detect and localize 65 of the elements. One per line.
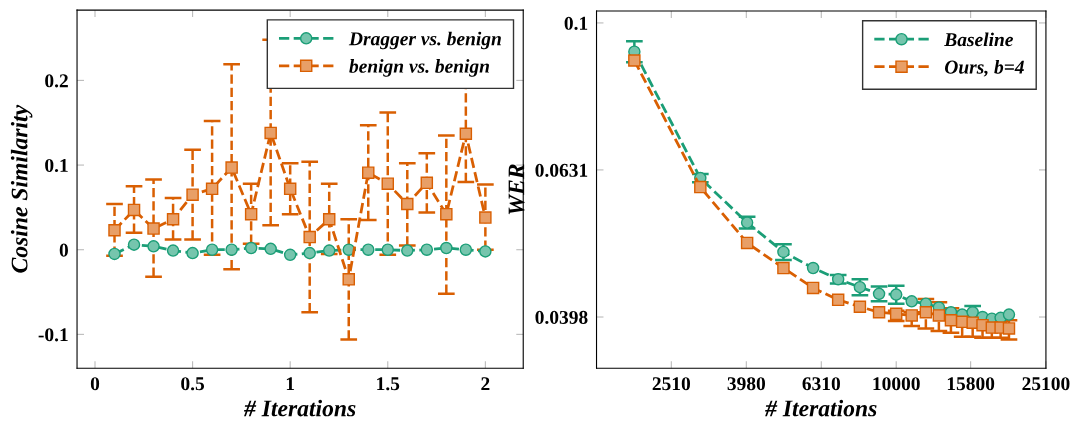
y-tick-label: 0.0631 [535,163,588,177]
point [479,245,492,258]
point [303,246,316,260]
point [127,203,141,217]
point [362,243,375,256]
point [244,207,258,221]
y-tick-label: 0.2 [45,74,68,88]
point [440,207,453,221]
point [147,222,160,235]
point [186,246,199,260]
point [205,182,219,196]
point [381,243,395,256]
point [205,243,219,256]
point [381,177,395,190]
y-axis-title: WER [508,164,525,215]
point [283,248,297,262]
x-tick-label: 0.5 [181,377,205,391]
legend-label: Ours, b=4 [945,60,1024,77]
point [127,238,141,251]
point [322,244,336,257]
point [166,244,180,257]
point [459,243,473,256]
x-tick-label: 2 [481,377,490,391]
point [401,197,414,211]
point [401,244,414,257]
x-tick-label: 25100 [1022,377,1070,391]
x-tick-label: 10000 [873,377,920,391]
legend-label: benign vs. benign [349,59,490,77]
point [244,241,258,255]
x-tick-label: 15800 [947,377,995,391]
point [420,243,434,256]
legend-label: Dragger vs. benign [348,31,501,50]
point [264,242,277,256]
point [459,127,473,140]
point [147,240,160,253]
point [108,223,121,237]
point [342,273,355,286]
point [479,211,492,224]
point [362,166,375,179]
y-tick-label: -0.1 [38,328,68,342]
x-axis-title: # Iterations [765,399,877,417]
x-tick-label: 1 [286,377,295,391]
point [420,176,434,190]
x-tick-label: 1.5 [377,377,400,391]
y-tick-label: 0 [59,243,68,257]
point [225,161,238,174]
y-tick-label: 0.1 [564,16,588,30]
point [283,182,297,196]
x-axis-title: # Iterations [243,399,356,417]
point [166,212,180,226]
x-tick-label: 0 [90,377,100,391]
point [440,241,453,255]
point [264,126,277,140]
y-tick-label: 0.1 [45,158,68,173]
x-tick-label: 6310 [802,377,840,391]
y-tick-label: 0.0398 [535,310,588,325]
legend-label: Baseline [944,32,1014,47]
point [225,243,238,256]
x-tick-label: 3980 [727,377,766,391]
point [303,230,316,244]
y-axis-title: Cosine Similarity [10,104,33,273]
point [186,188,199,201]
point [108,247,121,261]
x-tick-label: 2510 [652,377,691,391]
point [322,212,336,226]
